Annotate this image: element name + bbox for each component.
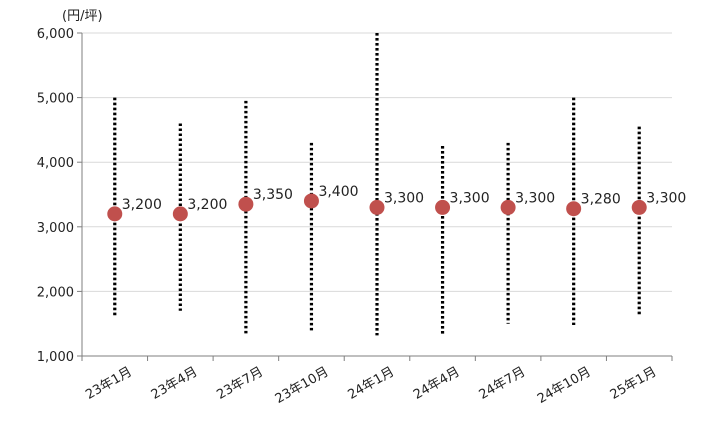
axes — [77, 32, 673, 361]
data-point — [566, 201, 582, 217]
data-label: 3,280 — [581, 192, 621, 208]
data-point — [303, 193, 319, 209]
x-tick-label: 23年1月 — [83, 364, 135, 402]
x-tick-label: 23年4月 — [149, 364, 201, 402]
y-tick-label: 6,000 — [37, 27, 74, 42]
data-label: 3,200 — [122, 197, 162, 213]
y-tick-labels: 1,000 2,000 3,000 4,000 5,000 6,000 — [37, 27, 74, 365]
data-point — [369, 199, 385, 215]
data-point — [435, 199, 451, 215]
data-label: 3,300 — [515, 190, 555, 206]
data-label: 3,300 — [646, 190, 686, 206]
data-label: 3,300 — [450, 190, 490, 206]
x-tick-label: 23年10月 — [273, 364, 332, 407]
x-tick-label: 23年7月 — [214, 364, 266, 402]
data-point — [500, 199, 516, 215]
x-tick-label: 25年1月 — [608, 364, 660, 402]
x-tick-label: 24年10月 — [535, 364, 594, 407]
y-tick-label: 2,000 — [37, 285, 74, 300]
x-tick-label: 24年1月 — [345, 364, 397, 402]
x-tick-label: 24年4月 — [411, 364, 463, 402]
data-point — [107, 206, 123, 222]
data-point — [631, 199, 647, 215]
y-tick-label: 5,000 — [37, 92, 74, 107]
y-tick-label: 1,000 — [37, 350, 74, 365]
data-point — [238, 196, 254, 212]
x-tick-labels: 23年1月 23年4月 23年7月 23年10月 24年1月 24年4月 24年7月 24年1… — [83, 364, 659, 407]
data-point — [172, 206, 188, 222]
data-points — [107, 193, 647, 222]
y-tick-label: 4,000 — [37, 156, 74, 171]
y-unit-label: (円/坪) — [62, 9, 103, 24]
data-labels: 3,200 3,200 3,350 3,400 3,300 3,300 3,300 3,280… — [122, 184, 687, 213]
data-label: 3,350 — [253, 187, 293, 203]
gridlines — [82, 32, 672, 292]
data-label: 3,400 — [318, 184, 358, 200]
range-lines — [113, 33, 641, 336]
data-label: 3,200 — [187, 197, 227, 213]
x-tick-label: 24年7月 — [477, 364, 529, 402]
data-label: 3,300 — [384, 190, 424, 206]
y-tick-label: 3,000 — [37, 221, 74, 236]
